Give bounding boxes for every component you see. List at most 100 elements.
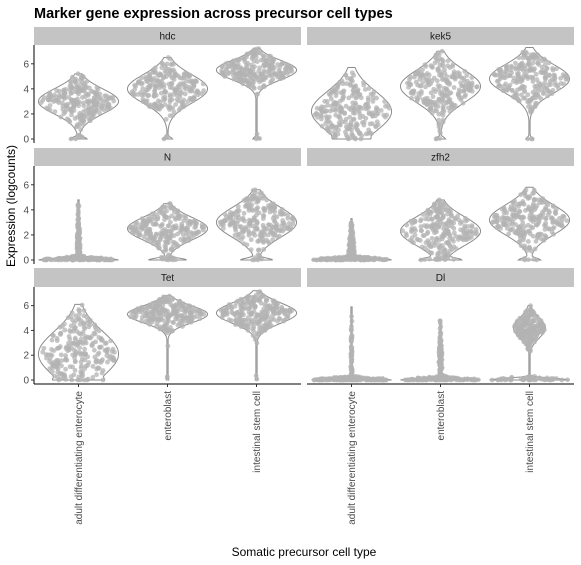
data-point <box>340 254 346 260</box>
data-point <box>416 91 422 96</box>
data-point <box>327 256 333 262</box>
data-point <box>75 207 81 213</box>
data-point <box>257 85 263 91</box>
data-point <box>90 363 96 369</box>
data-point <box>160 317 166 323</box>
data-point <box>521 215 527 220</box>
data-point <box>255 91 260 97</box>
x-tick-label: adult differentiating enterocyte <box>347 391 358 525</box>
data-point <box>228 214 233 220</box>
data-point <box>78 134 84 140</box>
data-point <box>446 105 451 111</box>
data-point <box>65 348 71 354</box>
data-point <box>270 224 276 230</box>
data-point <box>494 219 500 225</box>
data-point <box>442 70 448 76</box>
data-point <box>344 81 350 87</box>
data-point <box>471 376 477 382</box>
data-point <box>62 91 68 96</box>
data-point <box>165 343 171 349</box>
data-point <box>257 232 263 238</box>
data-point <box>289 216 295 222</box>
data-point <box>520 333 526 339</box>
data-point <box>179 76 185 81</box>
data-point <box>536 62 542 67</box>
data-point <box>167 219 173 225</box>
data-point <box>185 99 191 104</box>
data-point <box>272 213 277 219</box>
data-point <box>173 216 178 222</box>
data-point <box>442 92 448 98</box>
data-point <box>530 377 536 383</box>
data-point <box>348 226 354 232</box>
data-point <box>403 231 409 237</box>
data-point <box>436 224 442 230</box>
data-point <box>96 328 102 334</box>
data-point <box>52 257 58 263</box>
data-point <box>81 313 87 319</box>
data-point <box>343 103 349 109</box>
data-point <box>424 223 430 229</box>
data-point <box>445 63 450 69</box>
data-point <box>365 255 371 260</box>
data-point <box>515 319 521 324</box>
data-point <box>436 96 442 102</box>
data-point <box>153 231 159 237</box>
data-point <box>156 73 162 78</box>
data-point <box>325 128 331 134</box>
data-point <box>432 108 438 113</box>
data-point <box>156 310 162 316</box>
data-point <box>87 118 93 124</box>
data-point <box>279 74 284 80</box>
data-point <box>533 323 539 329</box>
data-point <box>327 92 333 98</box>
data-point <box>551 225 557 230</box>
data-point <box>405 80 410 86</box>
data-point <box>453 216 458 222</box>
data-point <box>152 91 157 97</box>
data-point <box>460 83 465 89</box>
data-point <box>182 213 188 219</box>
data-point <box>43 352 49 357</box>
data-point <box>155 77 160 83</box>
violin-points <box>402 318 481 383</box>
data-point <box>266 240 272 246</box>
data-point <box>525 55 530 61</box>
data-point <box>426 242 432 248</box>
y-tick-label: 2 <box>23 351 29 362</box>
data-point <box>93 359 99 365</box>
data-point <box>370 95 376 101</box>
data-point <box>94 372 99 378</box>
data-point <box>527 194 533 199</box>
data-point <box>436 346 442 352</box>
data-point <box>60 100 65 106</box>
data-point <box>104 256 109 262</box>
data-point <box>503 376 509 382</box>
data-point <box>348 220 354 226</box>
data-point <box>76 316 82 322</box>
data-point <box>470 231 476 237</box>
data-point <box>349 357 354 363</box>
data-point <box>191 232 197 238</box>
data-point <box>516 55 522 61</box>
data-point <box>144 304 150 310</box>
data-point <box>331 85 336 91</box>
data-point <box>558 75 564 81</box>
data-point <box>349 93 355 99</box>
data-point <box>432 205 438 211</box>
data-point <box>450 103 455 109</box>
data-point <box>149 216 155 222</box>
violin-outline <box>489 305 570 381</box>
data-point <box>49 353 55 358</box>
data-point <box>86 100 92 106</box>
data-point <box>263 75 269 81</box>
data-point <box>163 214 169 220</box>
data-point <box>196 229 202 235</box>
data-point <box>87 111 92 117</box>
data-point <box>171 61 176 67</box>
data-point <box>420 67 425 73</box>
data-point <box>451 230 457 236</box>
facet-strip <box>34 27 301 45</box>
data-point <box>337 257 342 263</box>
data-point <box>254 131 260 137</box>
